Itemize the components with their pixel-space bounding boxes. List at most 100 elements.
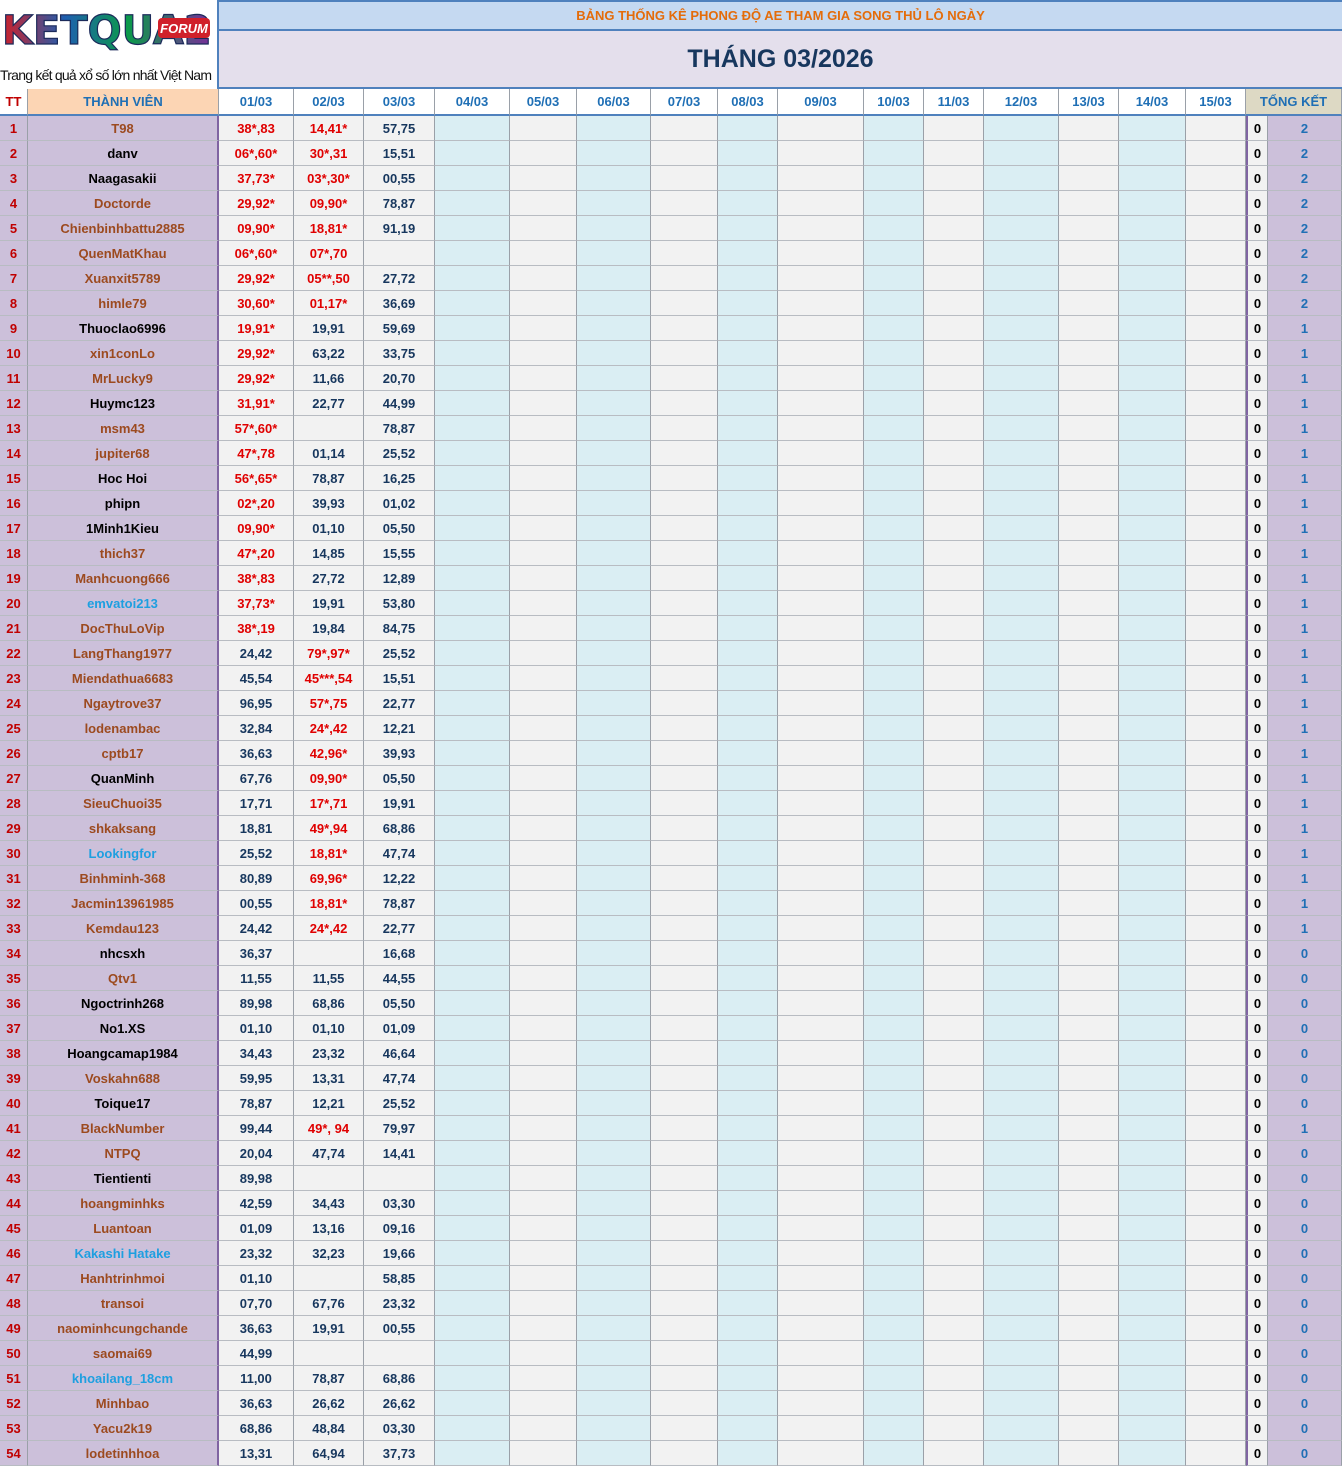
empty-cell	[435, 466, 510, 491]
empty-cell	[651, 791, 718, 816]
empty-cell	[435, 866, 510, 891]
entry: 14,85	[294, 541, 364, 566]
empty-cell	[864, 741, 924, 766]
empty-cell	[1119, 891, 1186, 916]
member-name: lodenambac	[28, 716, 219, 741]
empty-cell	[924, 941, 984, 966]
zero-count: 0	[1246, 1416, 1268, 1441]
empty-cell	[778, 1141, 864, 1166]
empty-cell	[1186, 1141, 1246, 1166]
zero-count: 0	[1246, 991, 1268, 1016]
empty-cell	[651, 1266, 718, 1291]
empty-cell	[651, 166, 718, 191]
entry: 36,63	[219, 741, 294, 766]
member-name: Manhcuong666	[28, 566, 219, 591]
entry: 96,95	[219, 691, 294, 716]
empty-cell	[924, 1291, 984, 1316]
entry: 67,76	[294, 1291, 364, 1316]
entry: 23,32	[294, 1041, 364, 1066]
member-name: jupiter68	[28, 441, 219, 466]
empty-cell	[510, 266, 577, 291]
empty-cell	[651, 1341, 718, 1366]
zero-count: 0	[1246, 691, 1268, 716]
zero-count: 0	[1246, 791, 1268, 816]
entry: 89,98	[219, 1166, 294, 1191]
empty-cell	[1059, 166, 1119, 191]
date-header: 08/03	[718, 89, 778, 116]
empty-cell	[1186, 391, 1246, 416]
empty-cell	[924, 1116, 984, 1141]
entry: 47,74	[364, 1066, 435, 1091]
empty-cell	[1186, 641, 1246, 666]
empty-cell	[435, 491, 510, 516]
entry: 00,55	[364, 166, 435, 191]
empty-cell	[651, 241, 718, 266]
empty-cell	[510, 966, 577, 991]
empty-cell	[924, 641, 984, 666]
row-number: 11	[0, 366, 28, 391]
row-number: 34	[0, 941, 28, 966]
empty-cell	[718, 116, 778, 141]
empty-cell	[510, 1116, 577, 1141]
entry: 29,92*	[219, 266, 294, 291]
zero-count: 0	[1246, 491, 1268, 516]
empty-cell	[577, 941, 651, 966]
entry: 19,84	[294, 616, 364, 641]
row-number: 8	[0, 291, 28, 316]
empty-cell	[1186, 691, 1246, 716]
total: 1	[1268, 891, 1342, 916]
empty-cell	[984, 866, 1059, 891]
empty-cell	[577, 1341, 651, 1366]
empty-cell	[778, 416, 864, 441]
empty-cell	[651, 716, 718, 741]
empty-cell	[1186, 916, 1246, 941]
empty-cell	[651, 766, 718, 791]
empty-cell	[364, 1341, 435, 1366]
empty-cell	[510, 1341, 577, 1366]
total: 1	[1268, 766, 1342, 791]
total: 0	[1268, 1416, 1342, 1441]
empty-cell	[1186, 891, 1246, 916]
empty-cell	[651, 266, 718, 291]
empty-cell	[984, 816, 1059, 841]
empty-cell	[577, 1116, 651, 1141]
empty-cell	[984, 841, 1059, 866]
empty-cell	[1119, 616, 1186, 641]
row-number: 20	[0, 591, 28, 616]
total: 2	[1268, 241, 1342, 266]
empty-cell	[718, 716, 778, 741]
row-number: 50	[0, 1341, 28, 1366]
empty-cell	[435, 1041, 510, 1066]
entry: 45***,54	[294, 666, 364, 691]
empty-cell	[1119, 1266, 1186, 1291]
total: 1	[1268, 916, 1342, 941]
empty-cell	[577, 1241, 651, 1266]
zero-count: 0	[1246, 766, 1268, 791]
member-name: QuenMatKhau	[28, 241, 219, 266]
empty-cell	[1059, 391, 1119, 416]
empty-cell	[1186, 1166, 1246, 1191]
empty-cell	[984, 241, 1059, 266]
empty-cell	[1186, 616, 1246, 641]
empty-cell	[1059, 616, 1119, 641]
empty-cell	[1119, 291, 1186, 316]
empty-cell	[651, 391, 718, 416]
empty-cell	[651, 1041, 718, 1066]
empty-cell	[1059, 1016, 1119, 1041]
empty-cell	[778, 1366, 864, 1391]
empty-cell	[1119, 1091, 1186, 1116]
empty-cell	[435, 341, 510, 366]
empty-cell	[1186, 1316, 1246, 1341]
empty-cell	[435, 791, 510, 816]
row-number: 2	[0, 141, 28, 166]
empty-cell	[778, 366, 864, 391]
empty-cell	[718, 866, 778, 891]
empty-cell	[924, 166, 984, 191]
entry: 58,85	[364, 1266, 435, 1291]
empty-cell	[577, 216, 651, 241]
empty-cell	[778, 1066, 864, 1091]
empty-cell	[924, 1041, 984, 1066]
row-number: 23	[0, 666, 28, 691]
empty-cell	[577, 141, 651, 166]
entry: 78,87	[294, 1366, 364, 1391]
